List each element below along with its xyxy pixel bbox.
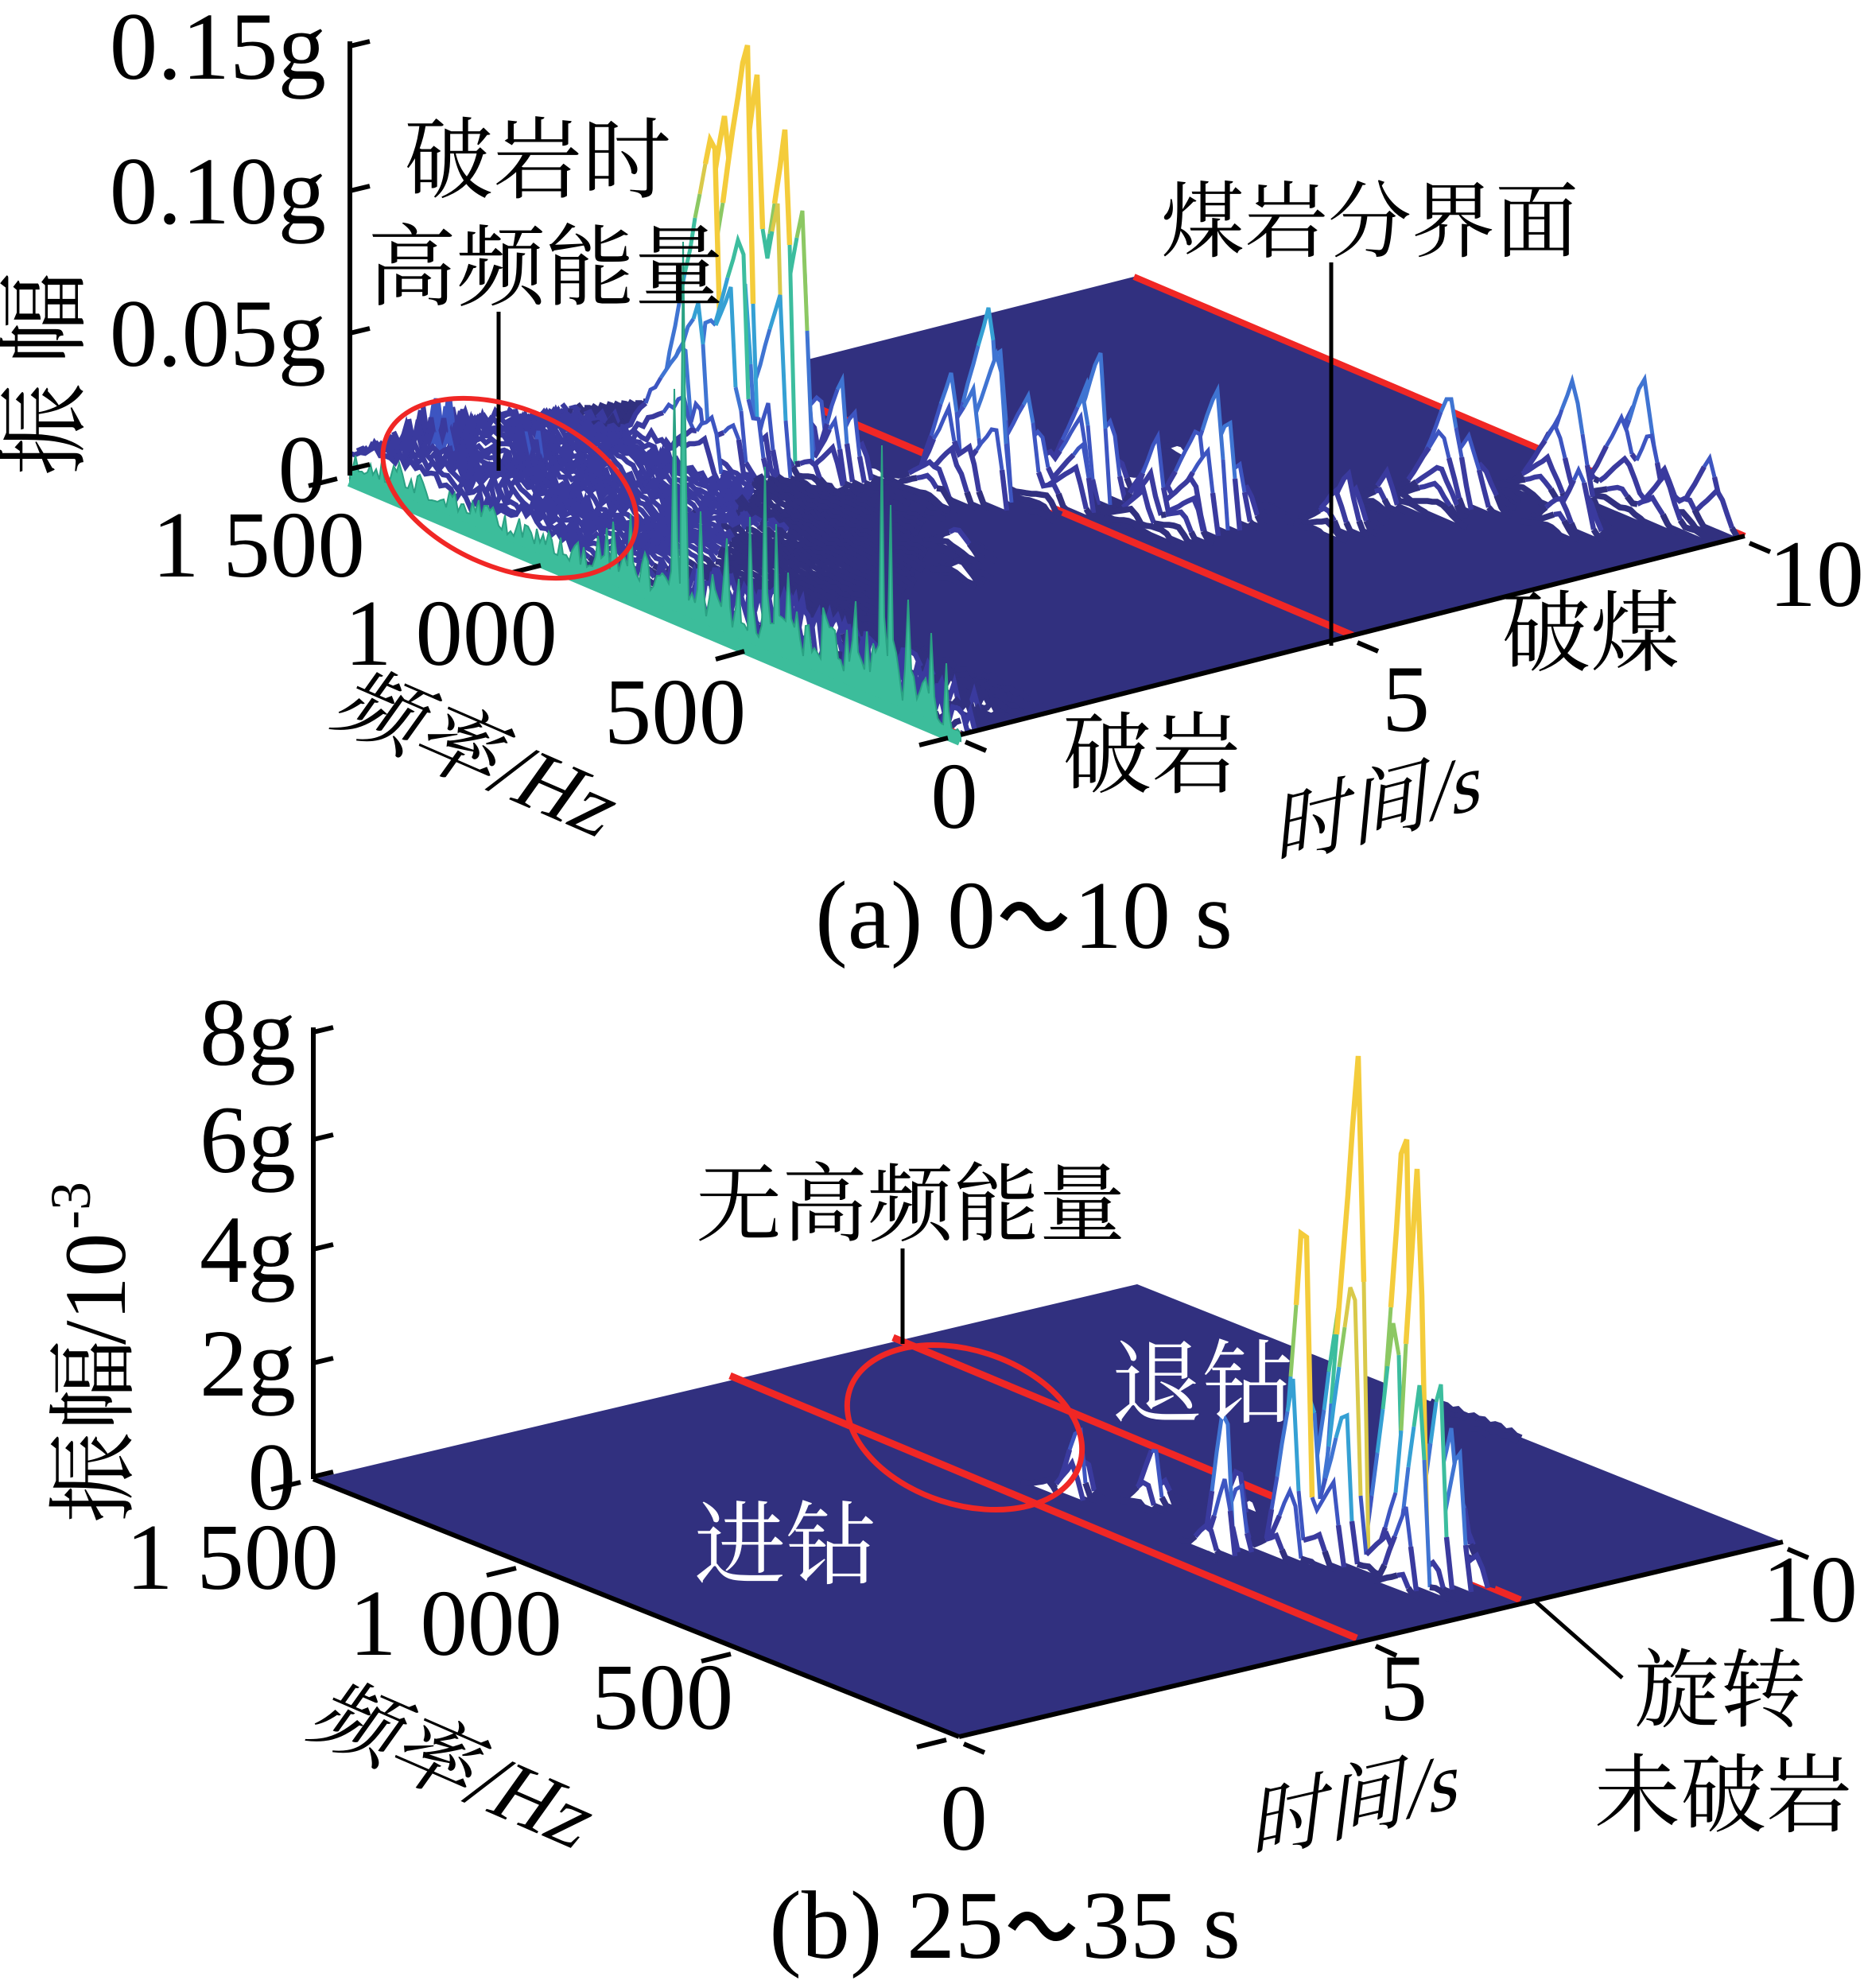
svg-text:0.05g: 0.05g	[110, 281, 326, 387]
svg-text:500: 500	[592, 1644, 734, 1749]
svg-text:10: 10	[1769, 521, 1864, 627]
svg-text:(a) 0: (a) 0	[815, 862, 996, 969]
svg-text:0.10g: 0.10g	[110, 138, 326, 245]
svg-text:0: 0	[278, 417, 327, 523]
svg-text:/s: /s	[1404, 1733, 1466, 1838]
svg-text:35 s: 35 s	[1082, 1872, 1241, 1979]
svg-text:5: 5	[1382, 646, 1430, 751]
svg-text:/Hz: /Hz	[450, 1738, 619, 1866]
svg-text:0: 0	[248, 1424, 297, 1531]
svg-text:/s: /s	[1427, 733, 1488, 840]
svg-text:1 000: 1 000	[349, 1571, 562, 1675]
svg-text:-3: -3	[39, 1182, 103, 1229]
svg-text:0.15g: 0.15g	[110, 0, 326, 100]
svg-text:10: 10	[1762, 1536, 1858, 1642]
svg-text:4g: 4g	[200, 1197, 296, 1303]
svg-text:8g: 8g	[200, 980, 296, 1086]
svg-text:(b) 25: (b) 25	[769, 1872, 1004, 1979]
svg-text:10 s: 10 s	[1074, 862, 1233, 969]
svg-text:1 500: 1 500	[152, 492, 365, 597]
svg-text:1 000: 1 000	[344, 580, 557, 685]
svg-text:0: 0	[930, 744, 978, 848]
svg-text:500: 500	[604, 659, 747, 764]
svg-text:6g: 6g	[200, 1087, 296, 1194]
svg-text:5: 5	[1380, 1635, 1427, 1741]
svg-text:2g: 2g	[200, 1310, 296, 1417]
svg-text:1 500: 1 500	[126, 1505, 339, 1609]
svg-text:/10: /10	[47, 1233, 144, 1345]
svg-text:0: 0	[940, 1765, 988, 1870]
